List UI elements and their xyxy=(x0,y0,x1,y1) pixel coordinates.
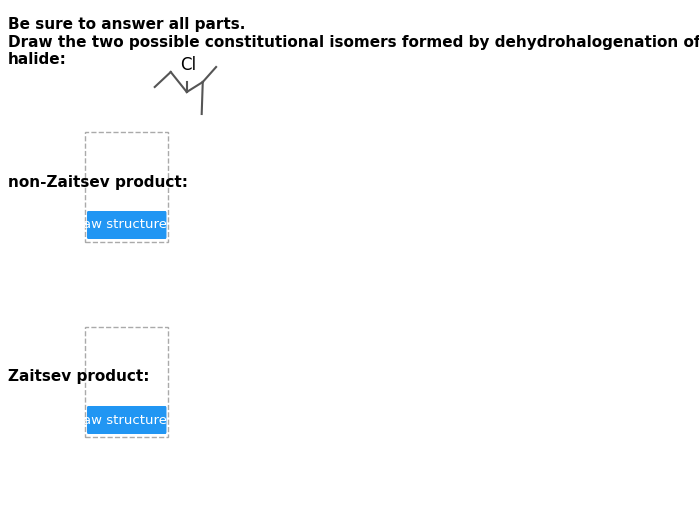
Text: draw structure ...: draw structure ... xyxy=(69,219,184,231)
Text: Be sure to answer all parts.: Be sure to answer all parts. xyxy=(8,17,245,32)
Bar xyxy=(85,327,168,437)
Text: Zaitsev product:: Zaitsev product: xyxy=(8,369,150,385)
Text: non-Zaitsev product:: non-Zaitsev product: xyxy=(8,174,188,190)
FancyBboxPatch shape xyxy=(87,211,166,239)
Text: draw structure ...: draw structure ... xyxy=(69,414,184,426)
Text: Draw the two possible constitutional isomers formed by dehydrohalogenation of th: Draw the two possible constitutional iso… xyxy=(8,35,699,50)
Text: Cl: Cl xyxy=(180,56,196,74)
Bar xyxy=(85,132,168,242)
Text: halide:: halide: xyxy=(8,52,67,67)
FancyBboxPatch shape xyxy=(87,406,166,434)
